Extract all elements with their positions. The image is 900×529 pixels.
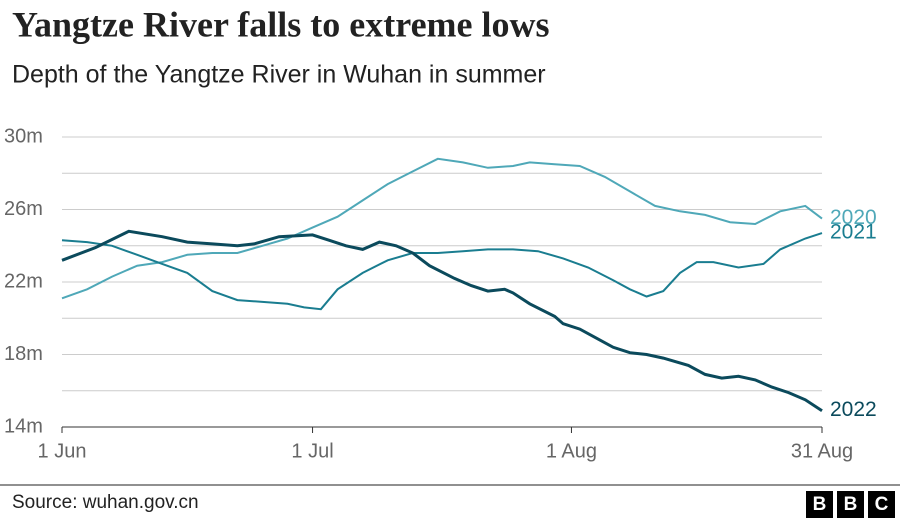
y-tick-label: 22m: [4, 270, 43, 292]
series-label: 2022: [830, 398, 877, 421]
x-tick-label: 1 Aug: [546, 440, 597, 462]
series-label: 2021: [830, 221, 877, 244]
y-tick-label: 14m: [4, 415, 43, 437]
series-line: [61, 232, 823, 311]
logo-letter: B: [813, 494, 827, 515]
logo-letter: B: [844, 494, 858, 515]
x-tick-label: 31 Aug: [791, 440, 853, 462]
logo-letter: C: [875, 494, 889, 515]
series-line: [61, 157, 823, 300]
chart-subtitle: Depth of the Yangtze River in Wuhan in s…: [12, 61, 546, 89]
x-tick-label: 1 Jun: [38, 440, 87, 462]
y-tick-label: 30m: [4, 125, 43, 147]
x-tick-label: 1 Jul: [291, 440, 333, 462]
source: Source: wuhan.gov.cn: [12, 492, 199, 513]
y-tick-label: 26m: [4, 198, 43, 220]
logo-box: [868, 491, 895, 518]
series-label: 2020: [830, 206, 877, 229]
series-line: [61, 229, 823, 412]
chart-title: Yangtze River falls to extreme lows: [12, 4, 550, 44]
logo-box: [837, 491, 864, 518]
y-tick-label: 18m: [4, 343, 43, 365]
logo-box: [806, 491, 833, 518]
